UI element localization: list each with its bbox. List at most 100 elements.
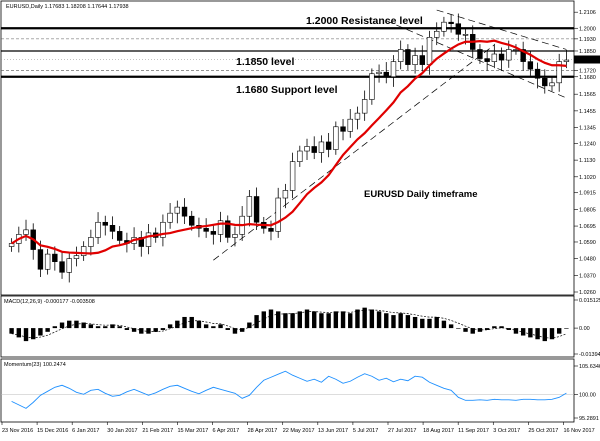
macd-bar [304, 309, 310, 329]
candle-body [23, 229, 29, 235]
candle-body [246, 196, 253, 217]
macd-panel [0, 295, 575, 358]
price-tick-label: 1.1020 [579, 175, 596, 181]
price-tick-label: 1.1930 [579, 37, 596, 43]
macd-bar [59, 322, 65, 329]
candle-body [297, 150, 303, 162]
candle-body [347, 118, 353, 132]
candle-body [109, 225, 116, 232]
x-tick-label: 6 Apr 2017 [213, 428, 240, 434]
macd-bar [535, 328, 540, 340]
current-price-label: 1.17938 [576, 58, 596, 64]
momentum-tick-label: 100.00 [579, 392, 596, 398]
candle-body [116, 231, 123, 241]
macd-bar [384, 313, 389, 329]
x-tick-label: 3 Oct 2017 [493, 428, 520, 434]
candle-body [498, 53, 505, 61]
macd-bar [506, 328, 511, 330]
candle-body [73, 255, 80, 259]
macd-bar [254, 315, 259, 329]
candle-body [506, 49, 512, 61]
macd-bar [23, 328, 29, 342]
candle-body [397, 49, 404, 62]
macd-bar [528, 328, 533, 338]
momentum-panel [0, 358, 575, 423]
macd-bar [146, 328, 151, 334]
macd-bar [470, 328, 475, 334]
candle-body [37, 249, 44, 270]
macd-bar [203, 324, 209, 329]
candle-body [138, 237, 144, 247]
macd-bar [391, 315, 396, 329]
candle-body [232, 234, 238, 238]
candle-body [484, 58, 490, 62]
support-label: 1.1680 Support level [236, 84, 338, 96]
macd-bar [211, 326, 216, 329]
candle-body [340, 126, 346, 132]
macd-bar [348, 313, 353, 329]
candle-body [275, 197, 281, 232]
x-tick-label: 18 Aug 2017 [423, 428, 454, 434]
candle-body [268, 228, 274, 232]
macd-bar [312, 311, 317, 329]
resistance-label: 1.2000 Resistance level [306, 15, 423, 27]
macd-bar [131, 328, 137, 332]
macd-bar [333, 311, 339, 329]
candle-body [426, 37, 433, 65]
candle-body [80, 246, 87, 256]
candle-body [318, 141, 325, 153]
x-tick-label: 16 Nov 2017 [563, 428, 594, 434]
macd-bar [427, 318, 432, 329]
price-tick-label: 1.0695 [579, 224, 596, 230]
macd-bar [405, 315, 411, 329]
macd-bar [283, 313, 288, 329]
macd-bar [319, 313, 324, 329]
candle-body [66, 258, 72, 273]
macd-tick-label: 0.015125 [579, 298, 600, 304]
macd-bar [232, 328, 238, 334]
x-tick-label: 27 Jul 2017 [388, 428, 416, 434]
price-tick-label: 1.2000 [579, 26, 596, 32]
candle-body [181, 206, 188, 217]
macd-bar [376, 311, 382, 329]
candle-body [563, 59, 570, 62]
price-tick-label: 1.2106 [579, 10, 596, 16]
macd-bar [167, 324, 173, 329]
macd-bar [463, 328, 468, 332]
x-tick-label: 6 Jan 2017 [72, 428, 99, 434]
moving-average-line [11, 39, 567, 255]
macd-tick-label: 0.00 [579, 326, 590, 332]
candle-body [354, 112, 361, 120]
candle-body [419, 55, 425, 65]
x-tick-label: 11 Sep 2017 [458, 428, 489, 434]
candle-body [491, 53, 498, 62]
macd-bar [290, 313, 295, 329]
macd-bar [477, 328, 483, 332]
macd-bar [239, 328, 245, 332]
candle-body [383, 71, 389, 78]
macd-bar [412, 316, 418, 329]
macd-bar [297, 311, 303, 329]
macd-signal-line [11, 309, 567, 339]
macd-bar [340, 311, 346, 329]
candle-body [434, 30, 440, 38]
candle-body [225, 220, 231, 238]
candle-body [405, 49, 411, 65]
macd-bar [268, 309, 274, 329]
macd-bar [456, 328, 461, 329]
x-tick-label: 15 Mar 2017 [177, 428, 208, 434]
macd-bar [110, 324, 115, 329]
candle-body [333, 126, 339, 150]
macd-bar [153, 328, 158, 332]
candle-body [52, 253, 58, 262]
price-tick-label: 1.1680 [579, 75, 596, 81]
candle-body [59, 261, 65, 273]
macd-bar [362, 307, 367, 329]
macd-bar [556, 328, 562, 334]
candle-body [462, 34, 469, 36]
price-panel [0, 0, 575, 296]
candle-body [527, 61, 534, 70]
candle-body [477, 49, 483, 59]
chart-header: EURUSD,Daily 1.17683 1.18208 1.17644 1.1… [6, 4, 129, 10]
